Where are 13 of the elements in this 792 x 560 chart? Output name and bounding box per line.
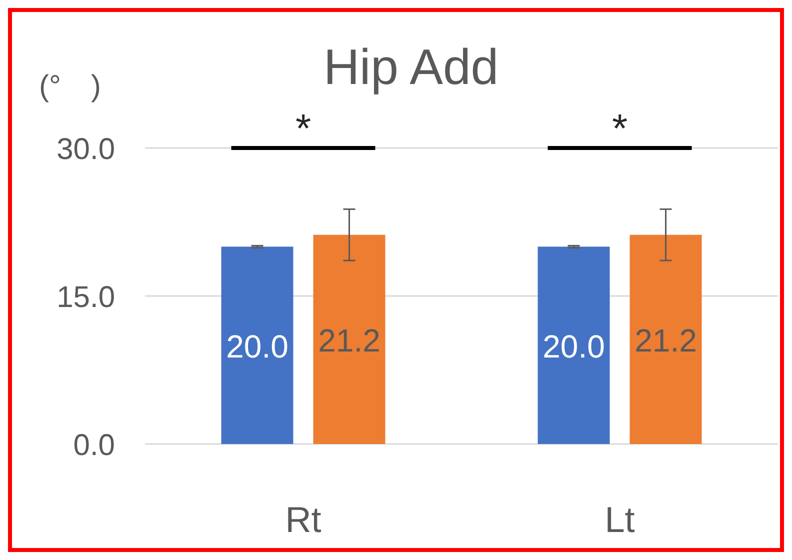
x-tick-label: Rt	[285, 499, 322, 540]
data-label: 20.0	[226, 328, 288, 364]
annotation: *	[295, 107, 312, 151]
y-tick-label: 15.0	[56, 281, 115, 314]
annotation: *	[612, 107, 628, 151]
y-tick-label: 0.0	[73, 429, 115, 462]
y-tick-label: 30.0	[56, 133, 115, 166]
data-label: 21.2	[318, 322, 380, 358]
chart-title: Hip Add	[323, 39, 499, 95]
x-tick-label: Lt	[604, 499, 635, 540]
y-axis-title: (° )	[39, 70, 101, 103]
data-label: 21.2	[634, 322, 697, 358]
data-label: 20.0	[542, 328, 605, 364]
